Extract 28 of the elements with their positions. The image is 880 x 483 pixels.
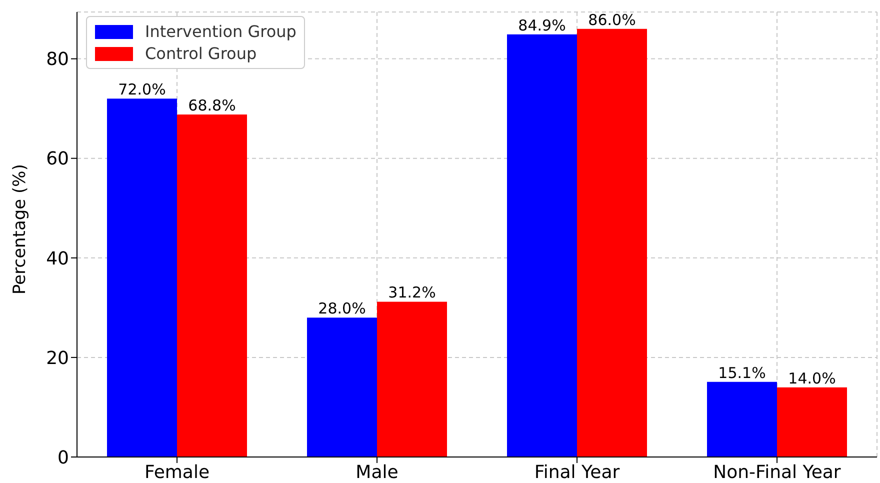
data-label: 14.0% [788,369,836,388]
data-label: 15.1% [718,364,766,382]
data-label: 84.9% [518,16,566,34]
x-tick-label: Non-Final Year [713,462,842,483]
data-label: 72.0% [118,80,166,99]
y-tick-label: 0 [58,447,69,468]
data-label: 86.0% [588,10,636,29]
y-tick-label: 20 [46,348,69,369]
data-label: 31.2% [388,284,436,302]
data-label: 68.8% [188,96,236,115]
y-tick-label: 40 [46,248,69,270]
bar [577,28,647,457]
bar [307,318,377,457]
y-axis-title: Percentage (%) [10,164,30,294]
bar [777,387,847,457]
x-tick-label: Male [356,462,398,483]
y-tick-label: 60 [46,148,69,170]
x-tick-label: Female [144,462,210,483]
y-tick-label: 80 [46,49,69,70]
bar [177,114,247,457]
legend-label: Intervention Group [145,22,296,41]
bar [107,98,177,457]
legend-label: Control Group [145,44,257,63]
bar [707,382,777,457]
bar [377,302,447,457]
x-tick-label: Final Year [534,462,620,483]
data-label: 28.0% [318,300,366,318]
bar [507,34,577,457]
